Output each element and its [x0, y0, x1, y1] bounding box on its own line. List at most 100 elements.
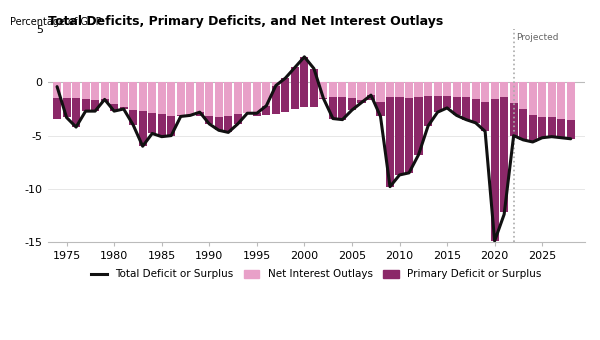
Bar [110, 104, 118, 111]
Bar [281, 82, 289, 112]
Bar [509, 103, 518, 136]
Bar [424, 82, 432, 96]
Bar [91, 100, 99, 111]
Total Deficit or Surplus [557, 136, 565, 140]
Bar [319, 98, 328, 99]
Bar [215, 118, 223, 130]
Bar [500, 82, 508, 97]
Bar [253, 82, 261, 116]
Bar [386, 97, 394, 187]
Bar [215, 82, 223, 118]
Bar [452, 82, 461, 97]
Bar [62, 82, 71, 98]
Total Deficit or Surplus [567, 137, 574, 141]
Bar [72, 82, 80, 98]
Bar [462, 82, 470, 97]
Bar [395, 97, 404, 175]
Bar [319, 82, 328, 99]
Bar [405, 82, 413, 98]
Total Deficit or Surplus [491, 239, 498, 243]
Bar [158, 114, 166, 137]
Bar [91, 82, 99, 100]
Bar [434, 96, 442, 112]
Bar [176, 82, 185, 115]
Bar [224, 116, 232, 132]
Bar [101, 99, 109, 102]
Bar [519, 109, 527, 140]
Text: Percentage of GDP: Percentage of GDP [10, 17, 101, 27]
Bar [176, 115, 185, 116]
Bar [557, 82, 565, 119]
Bar [367, 82, 375, 100]
Total Deficit or Surplus [301, 55, 308, 59]
Bar [338, 97, 346, 120]
Bar [491, 99, 499, 241]
Bar [101, 82, 109, 102]
Bar [148, 82, 156, 113]
Bar [186, 82, 194, 115]
Bar [548, 118, 556, 137]
Bar [148, 113, 156, 134]
Bar [548, 82, 556, 118]
Bar [53, 98, 61, 119]
Bar [481, 82, 489, 102]
Bar [424, 96, 432, 126]
Bar [196, 112, 204, 116]
Bar [262, 106, 271, 115]
Bar [329, 82, 337, 97]
Bar [415, 97, 422, 155]
Total Deficit or Surplus [529, 140, 536, 144]
Bar [557, 119, 565, 138]
Bar [72, 98, 80, 127]
Bar [376, 102, 385, 116]
Bar [367, 95, 375, 100]
Bar [462, 97, 470, 120]
Total Deficit or Surplus [177, 114, 184, 118]
Bar [348, 82, 356, 98]
Bar [566, 82, 575, 120]
Bar [196, 82, 204, 116]
Bar [158, 82, 166, 114]
Bar [376, 82, 385, 102]
Bar [310, 82, 318, 107]
Bar [205, 116, 214, 124]
Bar [301, 57, 308, 107]
Bar [405, 98, 413, 173]
Total Deficit or Surplus [110, 109, 118, 113]
Bar [53, 82, 61, 98]
Bar [224, 82, 232, 116]
Bar [119, 107, 128, 109]
Bar [348, 98, 356, 110]
Bar [310, 69, 318, 107]
Bar [329, 97, 337, 119]
Bar [338, 82, 346, 97]
Bar [358, 100, 365, 103]
Bar [243, 82, 251, 113]
Bar [281, 78, 289, 112]
Total Deficit or Surplus [53, 85, 61, 89]
Bar [386, 82, 394, 97]
Bar [301, 82, 308, 107]
Bar [472, 82, 479, 99]
Bar [167, 116, 175, 136]
Bar [272, 82, 280, 114]
Bar [253, 113, 261, 116]
Bar [129, 82, 137, 110]
Bar [119, 82, 128, 107]
Bar [529, 82, 537, 115]
Bar [519, 82, 527, 109]
Bar [500, 97, 508, 212]
Bar [481, 102, 489, 131]
Bar [129, 110, 137, 125]
Bar [415, 82, 422, 97]
Bar [234, 82, 242, 114]
Bar [82, 99, 89, 111]
Bar [234, 114, 242, 124]
Bar [443, 82, 451, 96]
Legend: Total Deficit or Surplus, Net Interest Outlays, Primary Deficit or Surplus: Total Deficit or Surplus, Net Interest O… [87, 265, 545, 284]
Bar [291, 67, 299, 109]
Bar [538, 82, 546, 118]
Bar [167, 82, 175, 116]
Bar [491, 82, 499, 99]
Bar [472, 99, 479, 123]
